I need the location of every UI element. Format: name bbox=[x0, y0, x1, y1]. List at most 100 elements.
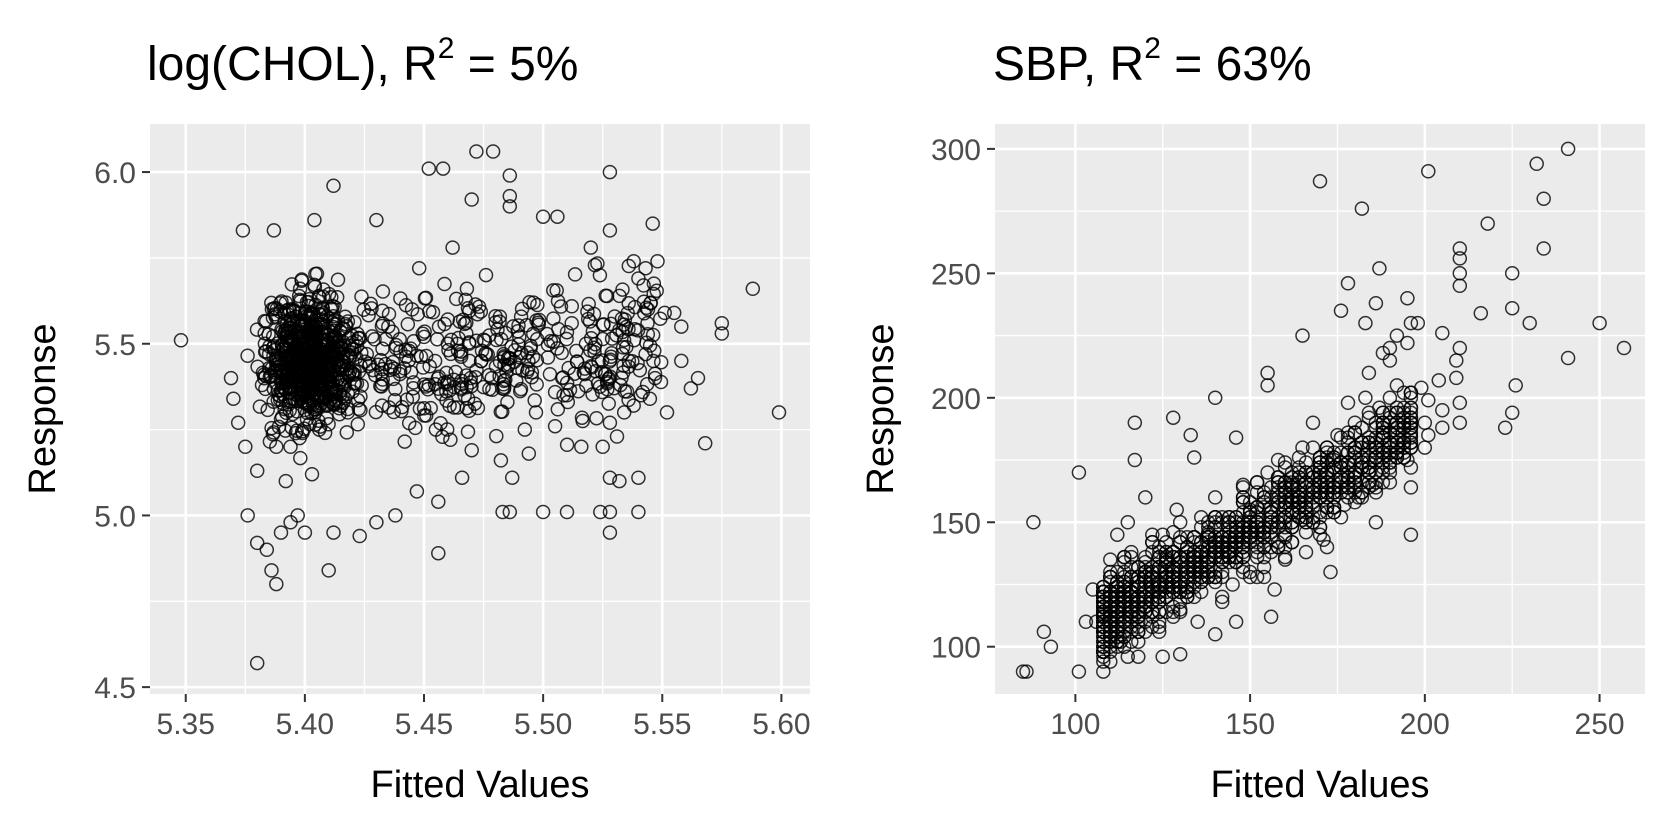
data-point bbox=[399, 392, 415, 407]
data-point bbox=[240, 348, 255, 363]
data-point bbox=[1368, 420, 1384, 435]
data-point bbox=[362, 356, 377, 372]
data-point bbox=[1096, 604, 1111, 620]
data-point bbox=[230, 415, 246, 430]
data-point bbox=[273, 525, 289, 540]
data-point bbox=[489, 428, 504, 444]
data-point bbox=[422, 359, 437, 374]
data-point bbox=[646, 276, 662, 291]
data-point bbox=[529, 352, 545, 368]
data-point bbox=[621, 295, 636, 311]
data-point bbox=[559, 331, 574, 347]
data-point bbox=[1138, 624, 1153, 640]
data-point bbox=[367, 332, 382, 347]
y-tick-label: 200 bbox=[931, 383, 981, 416]
data-point bbox=[461, 335, 477, 350]
data-point bbox=[1235, 564, 1251, 580]
data-point bbox=[1347, 445, 1363, 460]
data-point bbox=[1396, 415, 1412, 430]
data-point bbox=[1396, 400, 1412, 416]
data-point bbox=[1221, 539, 1237, 555]
data-point bbox=[1096, 644, 1111, 659]
data-point bbox=[1221, 529, 1237, 545]
data-point bbox=[439, 422, 455, 437]
data-point bbox=[559, 324, 575, 340]
data-point bbox=[550, 402, 566, 417]
data-point bbox=[639, 377, 655, 392]
data-point bbox=[639, 300, 654, 316]
data-point bbox=[1368, 515, 1384, 530]
data-point bbox=[460, 424, 476, 440]
data-point bbox=[347, 363, 362, 379]
data-point bbox=[1096, 654, 1111, 669]
data-point bbox=[388, 381, 403, 397]
data-point bbox=[1305, 500, 1321, 515]
data-point bbox=[1214, 539, 1230, 555]
data-point bbox=[562, 382, 578, 398]
data-point bbox=[476, 379, 491, 395]
x-tick-label: 5.60 bbox=[752, 708, 810, 741]
data-point bbox=[257, 326, 272, 341]
data-point bbox=[1186, 450, 1202, 465]
data-point bbox=[1312, 173, 1328, 189]
data-point bbox=[1452, 251, 1468, 266]
data-point bbox=[322, 359, 338, 375]
data-point bbox=[1124, 589, 1139, 605]
data-point bbox=[1277, 455, 1293, 470]
data-point bbox=[461, 403, 477, 419]
data-point bbox=[1354, 485, 1370, 500]
data-point bbox=[616, 332, 632, 348]
data-point bbox=[574, 439, 589, 455]
data-point bbox=[546, 311, 561, 326]
data-point bbox=[468, 370, 483, 385]
data-point bbox=[647, 343, 662, 359]
data-point bbox=[1312, 465, 1328, 480]
data-point bbox=[602, 504, 618, 520]
data-point bbox=[464, 442, 479, 458]
data-point bbox=[526, 295, 541, 310]
data-point bbox=[1277, 475, 1293, 490]
data-point bbox=[604, 331, 620, 346]
data-point bbox=[1277, 510, 1293, 525]
data-point bbox=[1354, 435, 1370, 450]
data-point bbox=[616, 358, 631, 373]
data-point bbox=[299, 308, 315, 324]
data-point bbox=[1435, 402, 1450, 418]
data-point bbox=[1277, 539, 1293, 555]
data-point bbox=[437, 276, 452, 292]
data-point bbox=[653, 354, 669, 370]
data-point bbox=[1375, 405, 1391, 420]
data-point bbox=[603, 352, 618, 368]
data-point bbox=[1249, 505, 1265, 520]
data-point bbox=[500, 359, 516, 374]
data-point bbox=[283, 439, 298, 455]
data-point bbox=[321, 563, 336, 578]
data-point bbox=[453, 344, 469, 359]
data-point bbox=[524, 364, 540, 380]
data-point bbox=[1228, 554, 1244, 570]
data-point bbox=[477, 333, 493, 348]
data-point bbox=[1260, 365, 1275, 381]
data-point bbox=[1421, 393, 1436, 408]
data-point bbox=[388, 508, 403, 523]
data-point bbox=[1284, 465, 1300, 480]
x-tick-label: 5.45 bbox=[395, 708, 453, 741]
data-point bbox=[442, 383, 457, 398]
data-point bbox=[1522, 315, 1537, 331]
data-point bbox=[290, 508, 305, 523]
data-point bbox=[304, 384, 320, 399]
data-point bbox=[1214, 554, 1230, 570]
data-point bbox=[1127, 415, 1143, 430]
data-point bbox=[1452, 395, 1468, 411]
data-point bbox=[528, 405, 544, 420]
data-point bbox=[292, 316, 307, 332]
data-point bbox=[332, 375, 347, 390]
data-point bbox=[1117, 579, 1132, 595]
data-point bbox=[339, 425, 355, 440]
data-point bbox=[1193, 549, 1209, 565]
data-point bbox=[1249, 569, 1265, 585]
data-point bbox=[1120, 515, 1136, 530]
data-point bbox=[1403, 527, 1419, 542]
data-point bbox=[265, 426, 281, 442]
data-point bbox=[308, 266, 323, 282]
